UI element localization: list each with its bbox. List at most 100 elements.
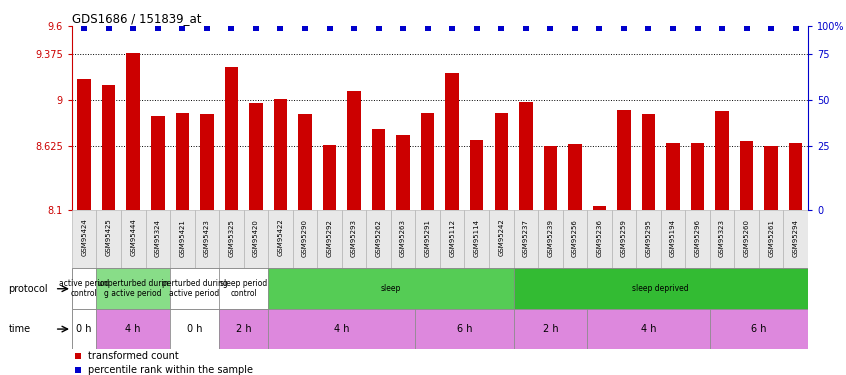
- Bar: [569, 144, 581, 210]
- Bar: [219, 268, 268, 309]
- Text: GSM95236: GSM95236: [596, 219, 602, 257]
- Text: GSM95262: GSM95262: [376, 219, 382, 257]
- Bar: [274, 99, 287, 210]
- Text: GSM95260: GSM95260: [744, 219, 750, 257]
- Text: perturbed during
active period: perturbed during active period: [162, 279, 228, 298]
- Text: sleep period
control: sleep period control: [220, 279, 267, 298]
- Point: [102, 25, 115, 31]
- Text: GSM95325: GSM95325: [228, 219, 234, 257]
- Point: [666, 25, 679, 31]
- Bar: [710, 210, 734, 268]
- Bar: [691, 142, 704, 210]
- Point: [151, 25, 164, 31]
- Point: [175, 25, 189, 31]
- Bar: [195, 210, 219, 268]
- Bar: [201, 114, 213, 210]
- Bar: [96, 268, 170, 309]
- Bar: [397, 135, 409, 210]
- Point: [200, 25, 213, 31]
- Bar: [299, 114, 311, 210]
- Bar: [78, 79, 91, 210]
- Point: [71, 367, 85, 373]
- Bar: [514, 210, 538, 268]
- Bar: [127, 53, 140, 210]
- Bar: [538, 210, 563, 268]
- Text: GSM95296: GSM95296: [695, 219, 700, 257]
- Point: [470, 25, 483, 31]
- Bar: [293, 210, 317, 268]
- Bar: [759, 210, 783, 268]
- Point: [592, 25, 606, 31]
- Bar: [366, 210, 391, 268]
- Bar: [618, 110, 630, 210]
- Bar: [170, 210, 195, 268]
- Bar: [734, 210, 759, 268]
- Text: unperturbed durin
g active period: unperturbed durin g active period: [98, 279, 168, 298]
- Point: [273, 25, 287, 31]
- Point: [739, 25, 753, 31]
- Bar: [765, 146, 777, 210]
- Text: sleep deprived: sleep deprived: [633, 284, 689, 293]
- Bar: [121, 210, 146, 268]
- Text: GSM95424: GSM95424: [81, 219, 87, 257]
- Bar: [96, 309, 170, 349]
- Text: GSM95291: GSM95291: [425, 219, 431, 257]
- Bar: [72, 210, 96, 268]
- Text: GSM95256: GSM95256: [572, 219, 578, 257]
- Text: 0 h: 0 h: [76, 324, 92, 334]
- Bar: [612, 210, 636, 268]
- Point: [396, 25, 409, 31]
- Text: percentile rank within the sample: percentile rank within the sample: [88, 364, 253, 375]
- Bar: [440, 210, 464, 268]
- Point: [224, 25, 239, 31]
- Point: [420, 25, 435, 31]
- Text: GSM95290: GSM95290: [302, 219, 308, 257]
- Bar: [244, 210, 268, 268]
- Bar: [661, 210, 685, 268]
- Bar: [391, 210, 415, 268]
- Point: [347, 25, 360, 31]
- Text: 6 h: 6 h: [751, 324, 766, 334]
- Text: 2 h: 2 h: [236, 324, 251, 334]
- Bar: [464, 210, 489, 268]
- Bar: [176, 113, 189, 210]
- Text: GDS1686 / 151839_at: GDS1686 / 151839_at: [72, 12, 201, 25]
- Bar: [593, 206, 606, 210]
- Bar: [544, 146, 557, 210]
- Point: [543, 25, 557, 31]
- Point: [715, 25, 728, 31]
- Bar: [789, 142, 802, 210]
- Bar: [268, 309, 415, 349]
- Text: GSM95259: GSM95259: [621, 219, 627, 257]
- Text: GSM95422: GSM95422: [277, 219, 283, 257]
- Point: [249, 25, 262, 31]
- Text: GSM95425: GSM95425: [106, 219, 112, 257]
- Point: [322, 25, 336, 31]
- Bar: [685, 210, 710, 268]
- Point: [77, 25, 91, 31]
- Text: 4 h: 4 h: [125, 324, 141, 334]
- Bar: [642, 114, 655, 210]
- Bar: [170, 268, 219, 309]
- Bar: [323, 145, 336, 210]
- Bar: [495, 113, 508, 210]
- Text: time: time: [8, 324, 30, 334]
- Bar: [250, 104, 262, 210]
- Bar: [710, 309, 808, 349]
- Bar: [72, 309, 96, 349]
- Bar: [514, 309, 587, 349]
- Bar: [470, 140, 483, 210]
- Text: GSM95263: GSM95263: [400, 219, 406, 257]
- Text: GSM95295: GSM95295: [645, 219, 651, 257]
- Bar: [667, 142, 679, 210]
- Bar: [446, 73, 459, 210]
- Point: [764, 25, 777, 31]
- Bar: [415, 210, 440, 268]
- Point: [298, 25, 311, 31]
- Bar: [519, 102, 532, 210]
- Bar: [317, 210, 342, 268]
- Bar: [102, 85, 115, 210]
- Point: [126, 25, 140, 31]
- Text: GSM95194: GSM95194: [670, 219, 676, 257]
- Text: GSM95239: GSM95239: [547, 219, 553, 257]
